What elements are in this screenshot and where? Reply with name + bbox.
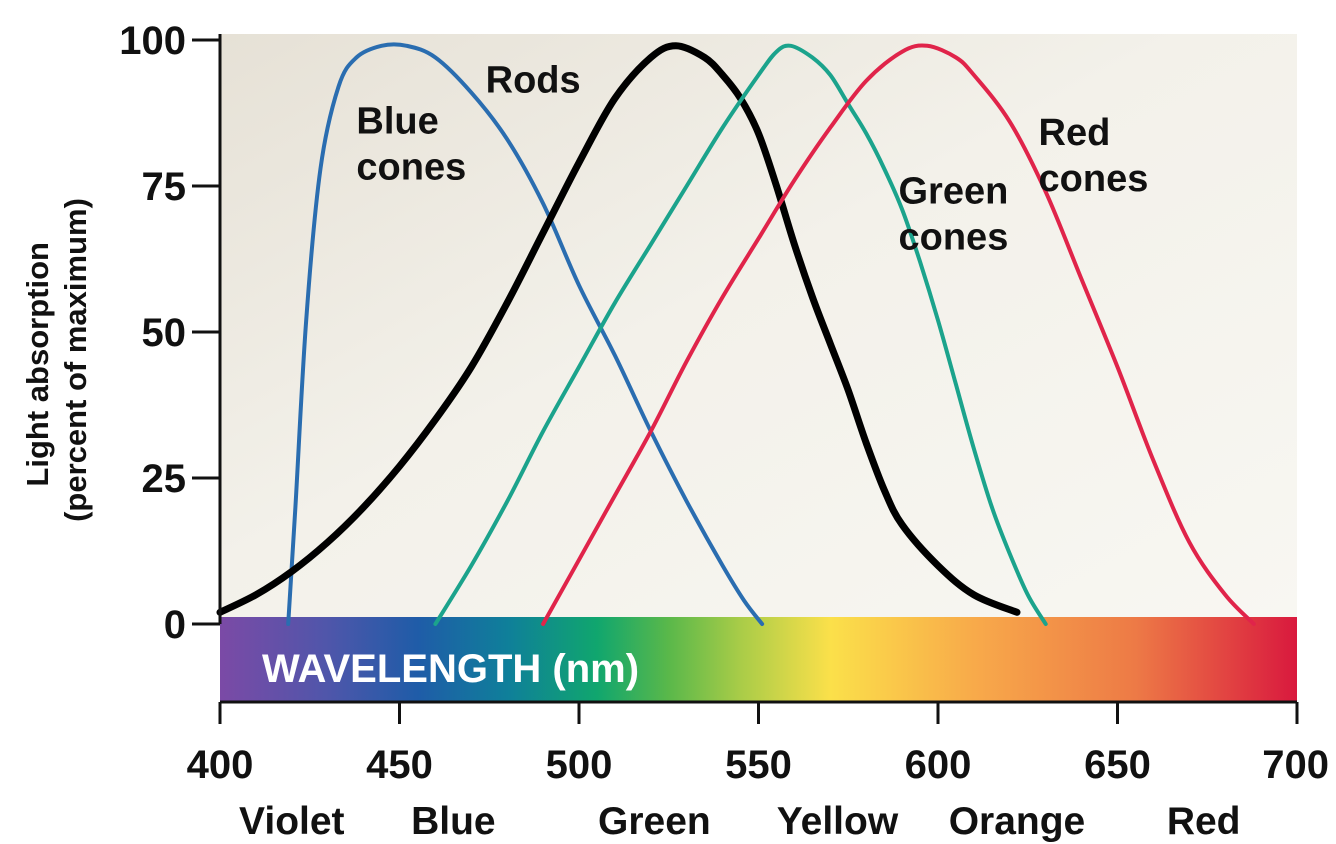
y-axis-label: Light absorption (percent of maximum)	[20, 198, 93, 522]
series-label-line: Blue	[356, 100, 438, 142]
color-name-blue: Blue	[411, 800, 496, 843]
series-line-red-cones	[541, 43, 1256, 626]
series-label-line: Red	[1039, 112, 1111, 154]
series-line-green-cones	[433, 43, 1048, 626]
band-label: WAVELENGTH (nm)	[262, 647, 639, 691]
series-label-line: cones	[356, 146, 466, 188]
x-tick-label: 650	[1084, 743, 1151, 787]
x-tick-label: 550	[725, 743, 792, 787]
series-label-red-cones: Red cones	[1039, 112, 1149, 200]
x-tick-label: 450	[366, 743, 433, 787]
x-tick-label: 700	[1262, 743, 1329, 787]
series-label-rods: Rods	[486, 60, 581, 102]
series-label-line: Green	[899, 171, 1009, 213]
color-name-red: Red	[1167, 800, 1241, 843]
x-axis: 400 450 500 550 600 650 700	[187, 702, 1329, 787]
y-tick-label: 75	[142, 165, 187, 209]
x-tick-label: 500	[546, 743, 613, 787]
series-label-blue-cones: Blue cones	[356, 100, 466, 188]
y-axis-label-line-2: (percent of maximum)	[58, 198, 93, 522]
y-axis-label-line-1: Light absorption	[20, 242, 55, 487]
series-label-green-cones: Green cones	[899, 171, 1009, 259]
y-tick-label: 50	[142, 311, 187, 355]
color-name-yellow: Yellow	[777, 800, 899, 843]
series-label-line: Rods	[486, 60, 581, 102]
color-name-green: Green	[598, 800, 711, 843]
color-name-violet: Violet	[239, 800, 344, 843]
series-label-line: cones	[1039, 158, 1149, 200]
series-layer	[216, 42, 1256, 626]
y-tick-label: 25	[142, 457, 187, 501]
y-axis: 0 25 50 75 100	[119, 19, 220, 647]
x-tick-label: 400	[187, 743, 254, 787]
x-tick-label: 600	[905, 743, 972, 787]
series-line-rods	[216, 42, 1021, 616]
spectrum-band	[220, 617, 1297, 702]
color-name-row: Violet Blue Green Yellow Orange Red	[239, 800, 1240, 843]
color-name-orange: Orange	[949, 800, 1086, 843]
y-tick-label: 100	[119, 19, 186, 63]
series-label-line: cones	[899, 217, 1009, 259]
series-line-blue-cones	[286, 42, 765, 626]
y-tick-label: 0	[164, 603, 186, 647]
